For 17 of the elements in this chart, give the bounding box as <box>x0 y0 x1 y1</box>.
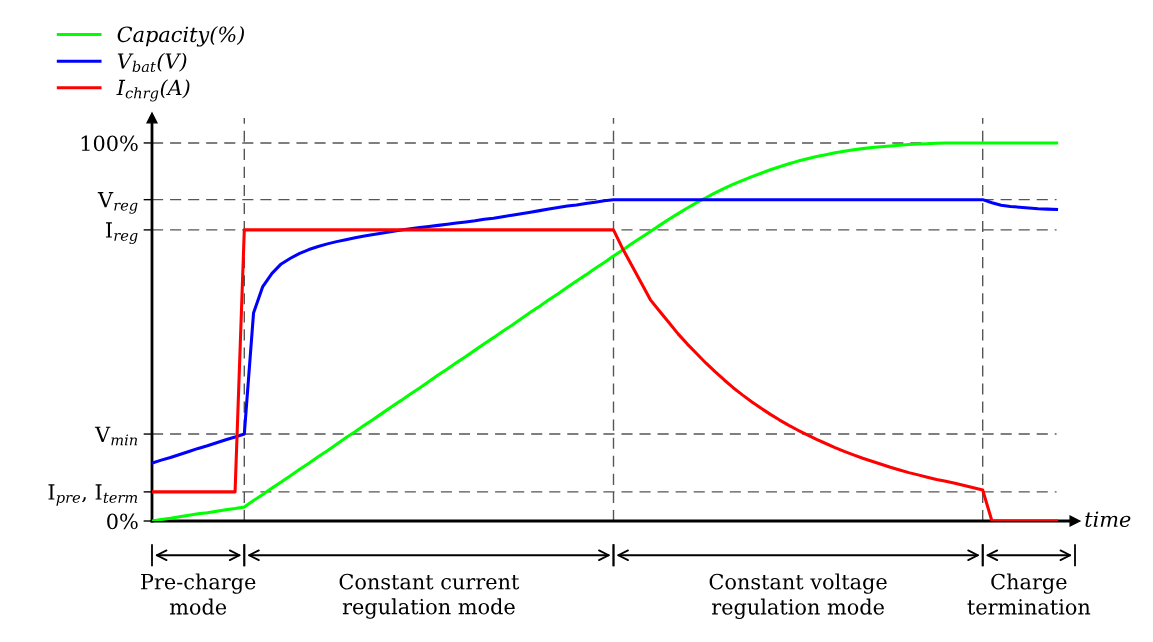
text: Pre-charge mode <box>141 573 256 615</box>
x-axis-title: time <box>1085 511 1131 528</box>
y-tick-label: 0% <box>107 513 138 530</box>
line-series <box>152 141 1059 521</box>
text: Constant current regulation mode <box>339 573 520 619</box>
legend-label: I$_{chrg}$(A) <box>116 79 190 102</box>
y-tick-label: 100% <box>81 135 138 152</box>
y-tick-label: V$_{reg}$ <box>97 192 138 214</box>
text: Constant voltage regulation mode <box>709 573 887 620</box>
y-tick-label: I$_{pre}$, I$_{term}$ <box>48 484 138 506</box>
legend-label: Capacity(%) <box>117 26 244 47</box>
line-series <box>152 198 1059 465</box>
line-series <box>152 228 1059 521</box>
y-tick-label: I$_{reg}$ <box>106 222 138 244</box>
legend-label: V$_{bat}$(V) <box>117 52 187 73</box>
y-tick-label: V$_{min}$ <box>94 426 138 446</box>
text: Charge termination <box>967 573 1091 615</box>
